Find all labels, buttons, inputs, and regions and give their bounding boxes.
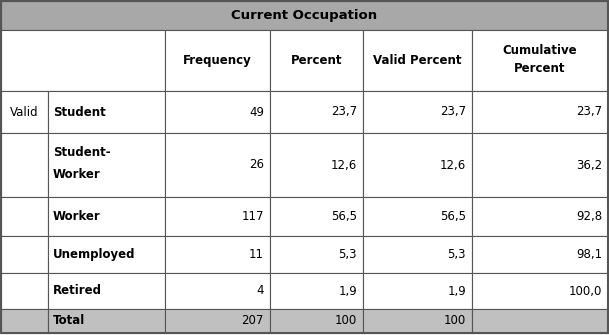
Text: 23,7: 23,7 [331,106,357,119]
Text: 23,7: 23,7 [440,106,466,119]
Text: 1,9: 1,9 [338,284,357,297]
Bar [270,133,363,197]
Text: 49: 49 [249,106,264,119]
Bar [1,236,48,273]
Bar [48,133,165,197]
Text: 98,1: 98,1 [576,248,602,261]
Text: Valid: Valid [10,106,39,119]
Bar [363,197,472,236]
Bar [363,309,472,333]
Bar [363,30,472,91]
Bar [48,91,165,133]
Text: Retired: Retired [53,284,102,297]
Bar [48,309,165,333]
Bar [363,133,472,197]
Bar [165,236,270,273]
Text: 23,7: 23,7 [576,106,602,119]
Text: 11: 11 [249,248,264,261]
Text: 36,2: 36,2 [576,158,602,172]
Bar [472,197,608,236]
Bar [472,273,608,309]
Bar [165,91,270,133]
Text: Worker: Worker [53,210,100,223]
Text: 12,6: 12,6 [440,158,466,172]
Bar [165,133,270,197]
Bar [363,273,472,309]
Text: Total: Total [53,315,85,328]
Bar [165,30,270,91]
Text: 5,3: 5,3 [339,248,357,261]
Text: Cumulative: Cumulative [502,44,577,57]
Bar [165,273,270,309]
Text: Valid Percent: Valid Percent [373,54,462,67]
Bar [48,236,165,273]
Bar [1,133,48,197]
Bar [270,309,363,333]
Text: 117: 117 [242,210,264,223]
Text: Frequency: Frequency [183,54,252,67]
Bar [472,30,608,91]
Text: 26: 26 [249,158,264,172]
Bar [270,197,363,236]
Bar [1,309,48,333]
Bar [165,197,270,236]
Text: 5,3: 5,3 [448,248,466,261]
Text: 56,5: 56,5 [331,210,357,223]
Text: Current Occupation: Current Occupation [231,9,378,22]
Text: 100: 100 [444,315,466,328]
Bar [1,1,608,30]
Bar [270,91,363,133]
Text: Percent: Percent [290,54,342,67]
Text: Percent: Percent [514,62,566,75]
Text: Worker: Worker [53,169,100,182]
Bar [1,273,48,309]
Text: Student: Student [53,106,106,119]
Bar [1,91,48,133]
Bar [1,30,165,91]
Bar [472,133,608,197]
Bar [472,91,608,133]
Bar [270,273,363,309]
Bar [363,236,472,273]
Bar [472,236,608,273]
Bar [363,91,472,133]
Text: Unemployed: Unemployed [53,248,135,261]
Text: 100: 100 [335,315,357,328]
Bar [48,197,165,236]
Text: Student-: Student- [53,145,111,158]
Bar [270,30,363,91]
Text: 56,5: 56,5 [440,210,466,223]
Bar [48,273,165,309]
Bar [270,236,363,273]
Bar [1,197,48,236]
Text: 1,9: 1,9 [447,284,466,297]
Text: 207: 207 [242,315,264,328]
Bar [472,309,608,333]
Text: 12,6: 12,6 [331,158,357,172]
Text: 4: 4 [256,284,264,297]
Text: 100,0: 100,0 [569,284,602,297]
Bar [165,309,270,333]
Text: 92,8: 92,8 [576,210,602,223]
